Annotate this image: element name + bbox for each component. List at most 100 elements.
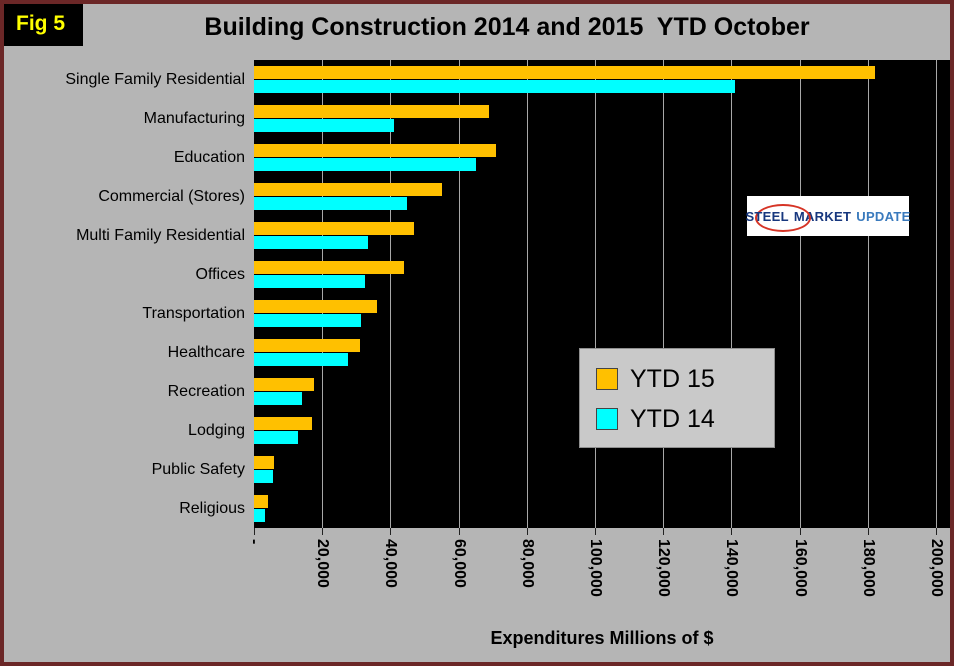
category-label: Lodging xyxy=(188,421,245,439)
bar-ytd-14 xyxy=(254,314,362,327)
bar-ytd-15 xyxy=(254,144,497,157)
axis-tick xyxy=(595,528,597,535)
axis-tick-label: - xyxy=(246,539,263,545)
category-label: Manufacturing xyxy=(143,109,245,127)
category-label: Healthcare xyxy=(167,343,245,361)
logo-word-update: UPDATE xyxy=(856,208,911,224)
bar-ytd-14 xyxy=(254,509,265,522)
gridline xyxy=(799,60,801,528)
gridline xyxy=(322,60,324,528)
plot-area: STEEL MARKET UPDATE YTD 15 YTD 14 xyxy=(254,60,950,528)
axis-tick-label: 80,000 xyxy=(518,539,536,588)
axis-tick-label: 20,000 xyxy=(314,539,332,588)
category-label: Multi Family Residential xyxy=(76,226,245,244)
bar-ytd-15 xyxy=(254,378,314,391)
category-label: Transportation xyxy=(142,304,245,322)
axis-tick xyxy=(390,528,392,535)
bar-rows xyxy=(254,60,950,528)
bar-ytd-14 xyxy=(254,197,408,210)
bar-group xyxy=(254,216,950,255)
bar-ytd-14 xyxy=(254,431,299,444)
bar-ytd-14 xyxy=(254,158,476,171)
axis-tick xyxy=(663,528,665,535)
bar-ytd-14 xyxy=(254,275,365,288)
gridline xyxy=(936,60,938,528)
bar-group xyxy=(254,450,950,489)
gridline xyxy=(390,60,392,528)
bar-ytd-15 xyxy=(254,300,377,313)
x-axis-title: Expenditures Millions of $ xyxy=(490,628,714,648)
axis-tick xyxy=(322,528,324,535)
bar-group xyxy=(254,177,950,216)
bar-group xyxy=(254,411,950,450)
bar-ytd-14 xyxy=(254,353,348,366)
axis-tick-label: 180,000 xyxy=(859,539,877,597)
x-axis-ticks: - 20,000 40,000 60,000 80,000 100,000 120,000 1… xyxy=(246,528,950,624)
steel-market-update-logo: STEEL MARKET UPDATE xyxy=(745,196,911,236)
bar-ytd-15 xyxy=(254,456,275,469)
axis-tick xyxy=(799,528,801,535)
legend-swatch-ytd14 xyxy=(596,408,618,430)
axis-tick-label: 200,000 xyxy=(928,539,946,597)
axis-tick-label: 160,000 xyxy=(791,539,809,597)
legend: YTD 15 YTD 14 xyxy=(579,348,775,448)
bar-ytd-15 xyxy=(254,183,442,196)
legend-swatch-ytd15 xyxy=(596,368,618,390)
axis-tick xyxy=(526,528,528,535)
category-label: Commercial (Stores) xyxy=(98,187,245,205)
axis-tick xyxy=(254,528,255,535)
bar-ytd-15 xyxy=(254,417,312,430)
figure-label: Fig 5 xyxy=(4,4,84,46)
axis-tick xyxy=(731,528,733,535)
axis-tick xyxy=(936,528,938,535)
category-label: Education xyxy=(173,148,245,166)
axis-tick-label: 100,000 xyxy=(587,539,605,597)
logo-word-market: MARKET xyxy=(793,208,852,224)
bar-ytd-14 xyxy=(254,470,273,483)
bar-ytd-15 xyxy=(254,261,405,274)
axis-tick xyxy=(458,528,460,535)
bar-group xyxy=(254,99,950,138)
bar-ytd-15 xyxy=(254,105,490,118)
axis-tick-label: 120,000 xyxy=(655,539,673,597)
plot-wrap: STEEL MARKET UPDATE YTD 15 YTD 14 xyxy=(246,60,950,649)
gridline xyxy=(595,60,597,528)
gridline xyxy=(731,60,733,528)
category-label: Public Safety xyxy=(151,460,245,478)
bar-ytd-15 xyxy=(254,66,875,79)
chart-title: Building Construction 2014 and 2015 YTD … xyxy=(204,13,810,41)
bar-ytd-14 xyxy=(254,119,394,132)
legend-item: YTD 14 xyxy=(596,399,774,439)
gridline xyxy=(867,60,869,528)
bar-group xyxy=(254,138,950,177)
category-label: Single Family Residential xyxy=(65,70,245,88)
bar-group xyxy=(254,333,950,372)
category-labels: Single Family Residential Manufacturing Ed… xyxy=(4,60,254,649)
category-label: Religious xyxy=(179,499,245,517)
category-label: Recreation xyxy=(167,382,245,400)
bar-group xyxy=(254,489,950,528)
axis-tick-label: 40,000 xyxy=(382,539,400,588)
gridline xyxy=(663,60,665,528)
bar-ytd-15 xyxy=(254,495,268,508)
legend-label-ytd14: YTD 14 xyxy=(630,404,715,433)
legend-item: YTD 15 xyxy=(596,359,774,399)
gridline xyxy=(458,60,460,528)
logo-word-steel: STEEL xyxy=(745,208,789,224)
axis-tick xyxy=(867,528,869,535)
axis-tick-label: 140,000 xyxy=(723,539,741,597)
legend-label-ytd15: YTD 15 xyxy=(630,364,715,393)
bar-ytd-14 xyxy=(254,80,735,93)
chart-area: Single Family Residential Manufacturing Ed… xyxy=(4,60,950,649)
bar-group xyxy=(254,255,950,294)
bar-group xyxy=(254,60,950,99)
bar-ytd-14 xyxy=(254,236,369,249)
axis-tick-label: 60,000 xyxy=(450,539,468,588)
bar-group xyxy=(254,294,950,333)
bar-ytd-15 xyxy=(254,339,360,352)
gridline xyxy=(526,60,528,528)
category-label: Offices xyxy=(195,265,246,283)
bar-group xyxy=(254,372,950,411)
bar-ytd-14 xyxy=(254,392,302,405)
